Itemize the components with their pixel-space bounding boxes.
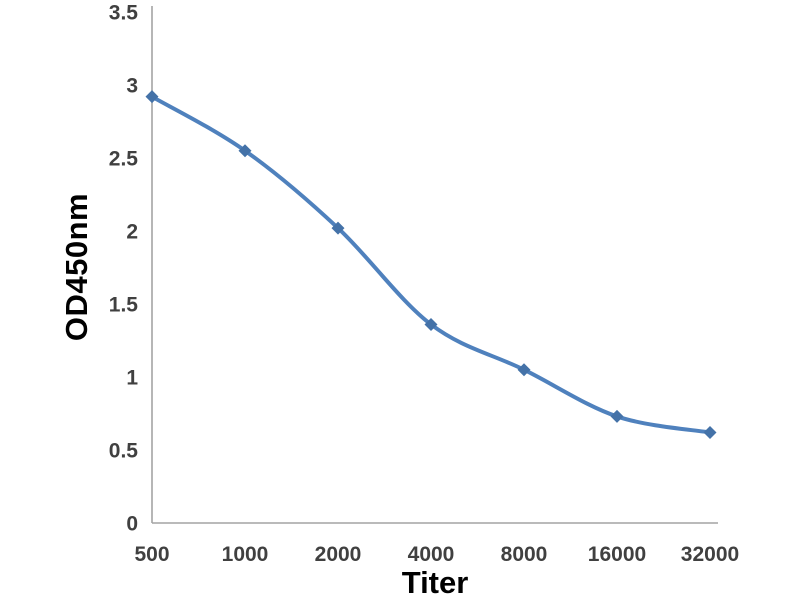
data-point-marker xyxy=(145,90,159,104)
x-tick-label: 32000 xyxy=(681,543,739,566)
y-axis-title: OD450nm xyxy=(59,192,94,342)
data-point-marker xyxy=(238,144,252,158)
data-point-marker xyxy=(331,221,345,235)
y-tick-label: 2 xyxy=(126,221,138,244)
data-point-marker xyxy=(610,409,624,423)
x-tick-label: 16000 xyxy=(588,543,646,566)
y-tick-label: 2.5 xyxy=(109,148,139,171)
x-tick-label: 1000 xyxy=(222,543,269,566)
series-line xyxy=(150,94,712,435)
x-tick-label: 4000 xyxy=(408,543,455,566)
y-tick-label: 0.5 xyxy=(109,440,139,463)
x-tick-label: 8000 xyxy=(501,543,548,566)
x-tick-label: 2000 xyxy=(315,543,362,566)
x-axis-title: Titer xyxy=(401,565,469,600)
y-tick-label: 1.5 xyxy=(109,294,139,317)
data-point-marker xyxy=(424,317,438,331)
y-tick-label: 3.5 xyxy=(109,2,139,25)
y-tick-label: 3 xyxy=(126,75,138,98)
data-point-marker xyxy=(703,425,717,439)
x-tick-label: 500 xyxy=(134,543,169,566)
y-tick-label: 1 xyxy=(126,367,138,390)
data-point-marker xyxy=(517,363,531,377)
y-tick-label: 0 xyxy=(126,513,138,536)
